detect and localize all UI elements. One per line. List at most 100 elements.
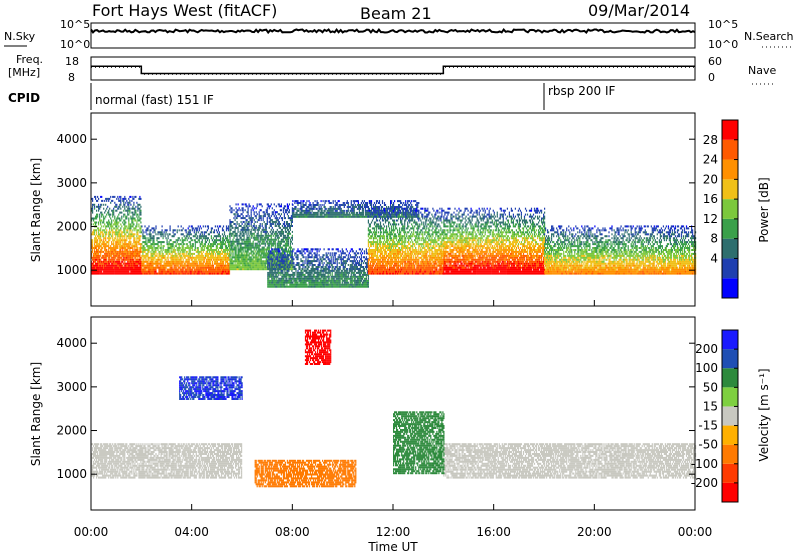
power-cell (275, 273, 277, 276)
power-cell (169, 247, 171, 249)
power-cell (274, 238, 276, 241)
power-cell (145, 229, 147, 232)
power-cell (231, 234, 233, 237)
power-cell (325, 264, 327, 266)
power-cell (255, 248, 257, 251)
power-cell (162, 268, 164, 271)
power-cell (95, 250, 97, 253)
power-cell (289, 283, 291, 286)
power-cell (125, 258, 127, 261)
power-cell (278, 232, 280, 235)
power-cell (236, 226, 238, 229)
power-cell (323, 268, 325, 270)
power-cell (109, 235, 111, 238)
power-cell (167, 270, 169, 273)
power-cell (137, 266, 139, 269)
power-cell (269, 254, 271, 257)
power-cell (232, 242, 234, 245)
power-cell (199, 260, 201, 263)
power-cell (103, 237, 105, 240)
power-cell (134, 207, 136, 210)
power-cell (171, 245, 173, 248)
power-cell (219, 262, 222, 265)
power-cell (242, 232, 244, 235)
power-cell (244, 203, 246, 206)
power-cell (152, 256, 154, 259)
power-cell (312, 277, 314, 280)
power-cell (269, 269, 271, 272)
power-cell (183, 264, 185, 267)
power-cell (305, 283, 307, 286)
power-cell (235, 234, 237, 237)
power-cell (284, 236, 286, 239)
power-cell (177, 237, 179, 240)
power-cell (133, 233, 135, 236)
power-cell (302, 279, 304, 282)
power-cell (174, 254, 176, 257)
power-cell (139, 197, 141, 200)
power-cell (325, 252, 327, 255)
power-cell (283, 279, 285, 282)
power-cell (116, 203, 118, 206)
power-cell (117, 262, 119, 265)
power-cell (163, 268, 165, 271)
power-cell (245, 254, 247, 257)
power-cell (268, 221, 270, 223)
power-cell (215, 250, 217, 253)
power-cell (124, 243, 126, 246)
power-cell (224, 260, 227, 263)
power-cell (109, 247, 111, 249)
power-cell (92, 231, 94, 234)
power-cell (224, 237, 227, 240)
power-cell (157, 237, 159, 240)
power-cell (177, 247, 179, 249)
power-cell (187, 258, 189, 261)
power-cell (318, 281, 320, 284)
power-cell (255, 266, 257, 269)
power-cell (170, 245, 172, 248)
power-cell (282, 283, 284, 286)
power-cell (172, 250, 174, 253)
power-cell (183, 254, 185, 257)
power-cell (129, 239, 131, 242)
power-cell (259, 250, 261, 253)
power-cell (274, 213, 276, 216)
power-cell (116, 223, 118, 226)
power-cell (238, 234, 240, 237)
power-cell (237, 244, 239, 247)
power-cell (269, 260, 271, 263)
power-cell (272, 281, 274, 284)
power-cell (306, 260, 308, 263)
power-cell (206, 250, 208, 253)
power-cell (175, 266, 177, 269)
power-cell (171, 250, 173, 253)
power-cell (201, 252, 203, 255)
power-cell (210, 264, 212, 267)
power-cell (178, 270, 180, 273)
power-cell (310, 277, 312, 280)
power-cell (266, 217, 268, 220)
power-cell (259, 268, 261, 271)
power-cell (126, 209, 128, 212)
power-cell (126, 249, 128, 251)
power-cell (246, 211, 248, 214)
power-cell (204, 272, 206, 275)
power-cell (233, 240, 235, 243)
power-cell (173, 262, 175, 265)
power-cell (201, 243, 203, 246)
power-cell (208, 266, 210, 269)
power-cell (104, 223, 106, 226)
power-cell (235, 248, 237, 251)
power-cell (185, 252, 187, 255)
power-cell (226, 258, 229, 261)
power-cell (292, 266, 294, 268)
power-cell (277, 256, 279, 259)
power-cell (215, 268, 217, 271)
power-cell (272, 248, 274, 251)
power-cell (224, 245, 227, 248)
power-cell (259, 266, 261, 269)
power-cell (94, 243, 96, 246)
power-cell (271, 260, 273, 263)
power-cell (260, 248, 262, 251)
power-cell (123, 268, 125, 271)
